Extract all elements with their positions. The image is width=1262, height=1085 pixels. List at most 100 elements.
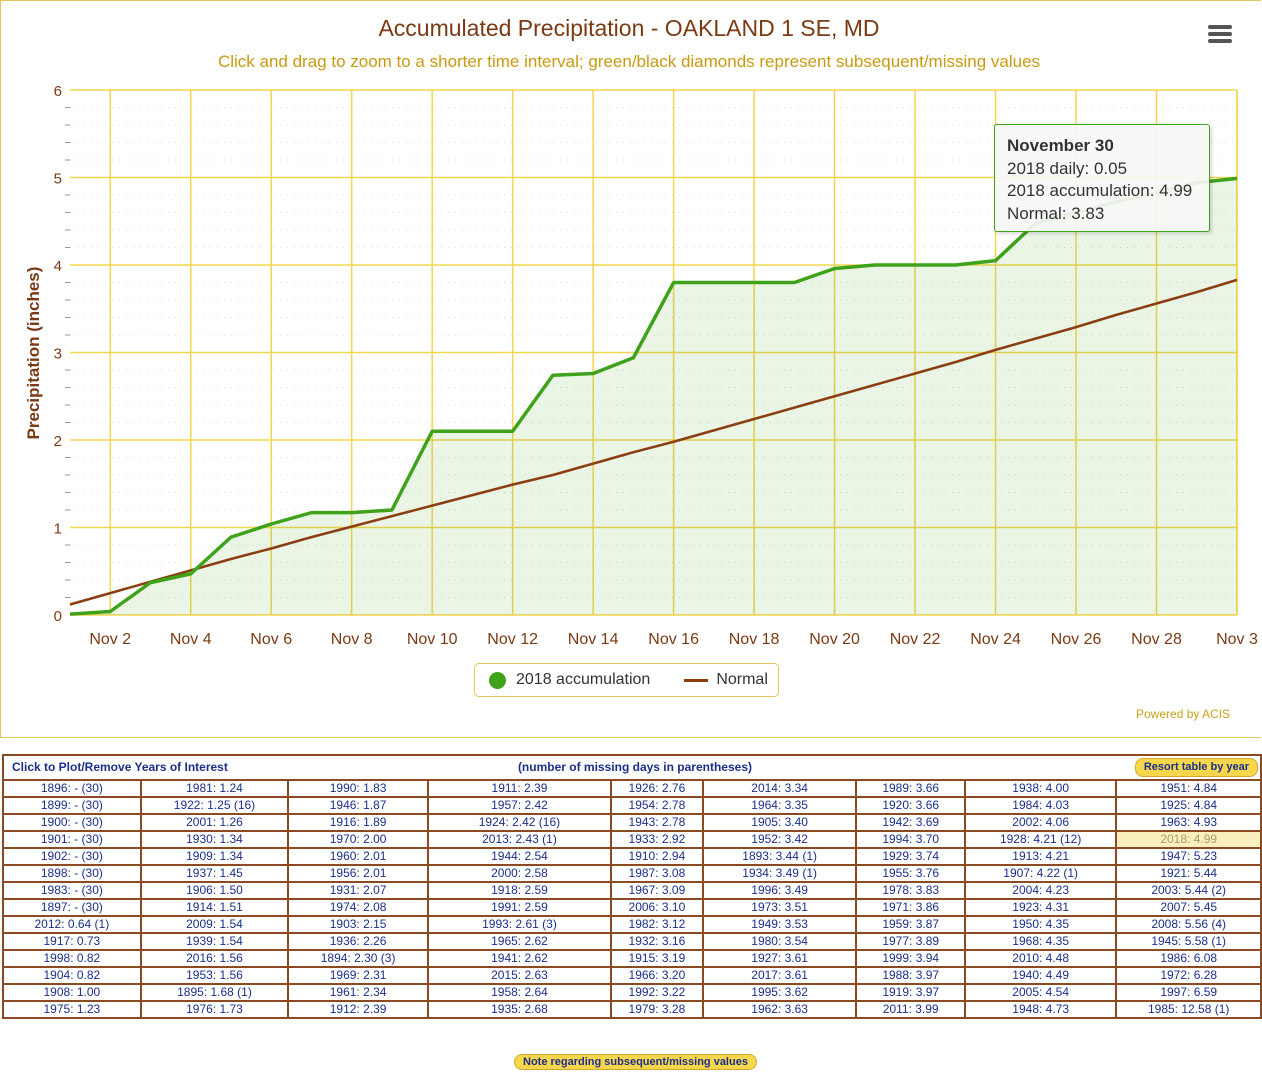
year-cell[interactable]: 1904: 0.82 [2, 966, 142, 985]
year-cell[interactable]: 1914: 1.51 [139, 898, 290, 917]
year-cell[interactable]: 1921: 5.44 [1115, 864, 1262, 883]
year-cell[interactable]: 1926: 2.76 [609, 779, 704, 798]
year-cell[interactable]: 1928: 4.21 (12) [963, 830, 1118, 849]
year-cell[interactable]: 1962: 3.63 [701, 1000, 858, 1019]
year-cell[interactable]: 2007: 5.45 [1115, 898, 1262, 917]
year-cell[interactable]: 1959: 3.87 [855, 915, 966, 934]
year-cell[interactable]: 1953: 1.56 [139, 966, 290, 985]
year-cell[interactable]: 1913: 4.21 [963, 847, 1118, 866]
year-cell[interactable]: 1986: 6.08 [1115, 949, 1262, 968]
year-cell[interactable]: 1918: 2.59 [426, 881, 612, 900]
year-cell[interactable]: 1972: 6.28 [1115, 966, 1262, 985]
year-cell[interactable]: 1995: 3.62 [701, 983, 858, 1002]
year-cell[interactable]: 2008: 5.56 (4) [1115, 915, 1262, 934]
year-cell[interactable]: 1947: 5.23 [1115, 847, 1262, 866]
year-cell[interactable]: 1987: 3.08 [609, 864, 704, 883]
accumulated-precip-chart[interactable]: Accumulated Precipitation - OAKLAND 1 SE… [1, 1, 1262, 739]
year-cell[interactable]: 1935: 2.68 [426, 1000, 612, 1019]
year-cell[interactable]: 1902: - (30) [2, 847, 142, 866]
year-cell[interactable]: 1965: 2.62 [426, 932, 612, 951]
note-missing-values-button[interactable]: Note regarding subsequent/missing values [514, 1054, 757, 1070]
year-cell[interactable]: 1971: 3.86 [855, 898, 966, 917]
year-cell[interactable]: 1930: 1.34 [139, 830, 290, 849]
year-cell[interactable]: 1942: 3.69 [855, 813, 966, 832]
year-cell[interactable]: 1924: 2.42 (16) [426, 813, 612, 832]
year-cell[interactable]: 1977: 3.89 [855, 932, 966, 951]
year-cell[interactable]: 1968: 4.35 [963, 932, 1118, 951]
year-cell[interactable]: 2011: 3.99 [855, 1000, 966, 1019]
year-cell[interactable]: 1907: 4.22 (1) [963, 864, 1118, 883]
year-cell[interactable]: 1929: 3.74 [855, 847, 966, 866]
year-cell[interactable]: 1934: 3.49 (1) [701, 864, 858, 883]
year-cell[interactable]: 1915: 3.19 [609, 949, 704, 968]
year-cell[interactable]: 1988: 3.97 [855, 966, 966, 985]
year-cell[interactable]: 1937: 1.45 [139, 864, 290, 883]
year-cell[interactable]: 2017: 3.61 [701, 966, 858, 985]
year-cell[interactable]: 1991: 2.59 [426, 898, 612, 917]
year-cell[interactable]: 1979: 3.28 [609, 1000, 704, 1019]
year-cell[interactable]: 1946: 1.87 [287, 796, 429, 815]
hamburger-menu-icon[interactable] [1205, 23, 1235, 47]
resort-table-button[interactable]: Resort table by year [1134, 758, 1258, 777]
year-cell[interactable]: 1949: 3.53 [701, 915, 858, 934]
year-cell[interactable]: 1960: 2.01 [287, 847, 429, 866]
year-cell[interactable]: 1955: 3.76 [855, 864, 966, 883]
year-cell[interactable]: 1958: 2.64 [426, 983, 612, 1002]
year-cell[interactable]: 1967: 3.09 [609, 881, 704, 900]
year-cell[interactable]: 1903: 2.15 [287, 915, 429, 934]
year-cell[interactable]: 1974: 2.08 [287, 898, 429, 917]
year-cell[interactable]: 2016: 1.56 [139, 949, 290, 968]
year-cell[interactable]: 1916: 1.89 [287, 813, 429, 832]
year-cell[interactable]: 1950: 4.35 [963, 915, 1118, 934]
year-cell[interactable]: 1956: 2.01 [287, 864, 429, 883]
year-cell[interactable]: 1957: 2.42 [426, 796, 612, 815]
year-cell[interactable]: 1894: 2.30 (3) [287, 949, 429, 968]
year-cell[interactable]: 2015: 2.63 [426, 966, 612, 985]
year-cell[interactable]: 1997: 6.59 [1115, 983, 1262, 1002]
year-cell[interactable]: 1973: 3.51 [701, 898, 858, 917]
year-cell[interactable]: 1900: - (30) [2, 813, 142, 832]
year-cell[interactable]: 2004: 4.23 [963, 881, 1118, 900]
year-cell[interactable]: 1908: 1.00 [2, 983, 142, 1002]
year-cell[interactable]: 1927: 3.61 [701, 949, 858, 968]
year-cell[interactable]: 1980: 3.54 [701, 932, 858, 951]
year-cell[interactable]: 1922: 1.25 (16) [139, 796, 290, 815]
year-cell[interactable]: 1982: 3.12 [609, 915, 704, 934]
year-cell[interactable]: 1984: 4.03 [963, 796, 1118, 815]
legend-item-normal[interactable]: Normal [664, 671, 768, 689]
year-cell[interactable]: 1951: 4.84 [1115, 779, 1262, 798]
year-cell[interactable]: 2012: 0.64 (1) [2, 915, 142, 934]
year-cell[interactable]: 1945: 5.58 (1) [1115, 932, 1262, 951]
year-cell[interactable]: 1936: 2.26 [287, 932, 429, 951]
year-cell[interactable]: 1948: 4.73 [963, 1000, 1118, 1019]
year-cell[interactable]: 1895: 1.68 (1) [139, 983, 290, 1002]
legend-item-accum[interactable]: 2018 accumulation [489, 671, 650, 689]
year-cell[interactable]: 2018: 4.99 [1115, 830, 1262, 849]
year-cell[interactable]: 1912: 2.39 [287, 1000, 429, 1019]
year-cell[interactable]: 1966: 3.20 [609, 966, 704, 985]
year-cell[interactable]: 1978: 3.83 [855, 881, 966, 900]
year-cell[interactable]: 2001: 1.26 [139, 813, 290, 832]
year-cell[interactable]: 1901: - (30) [2, 830, 142, 849]
year-cell[interactable]: 1896: - (30) [2, 779, 142, 798]
year-cell[interactable]: 1909: 1.34 [139, 847, 290, 866]
year-cell[interactable]: 1923: 4.31 [963, 898, 1118, 917]
year-cell[interactable]: 1944: 2.54 [426, 847, 612, 866]
year-cell[interactable]: 1931: 2.07 [287, 881, 429, 900]
year-cell[interactable]: 1941: 2.62 [426, 949, 612, 968]
year-cell[interactable]: 1961: 2.34 [287, 983, 429, 1002]
year-cell[interactable]: 1989: 3.66 [855, 779, 966, 798]
year-cell[interactable]: 2000: 2.58 [426, 864, 612, 883]
year-cell[interactable]: 1905: 3.40 [701, 813, 858, 832]
year-cell[interactable]: 1933: 2.92 [609, 830, 704, 849]
year-cell[interactable]: 1938: 4.00 [963, 779, 1118, 798]
year-cell[interactable]: 1975: 1.23 [2, 1000, 142, 1019]
year-cell[interactable]: 1925: 4.84 [1115, 796, 1262, 815]
year-cell[interactable]: 1952: 3.42 [701, 830, 858, 849]
year-cell[interactable]: 1954: 2.78 [609, 796, 704, 815]
year-cell[interactable]: 1963: 4.93 [1115, 813, 1262, 832]
year-cell[interactable]: 1992: 3.22 [609, 983, 704, 1002]
year-cell[interactable]: 1996: 3.49 [701, 881, 858, 900]
year-cell[interactable]: 1999: 3.94 [855, 949, 966, 968]
year-cell[interactable]: 1906: 1.50 [139, 881, 290, 900]
